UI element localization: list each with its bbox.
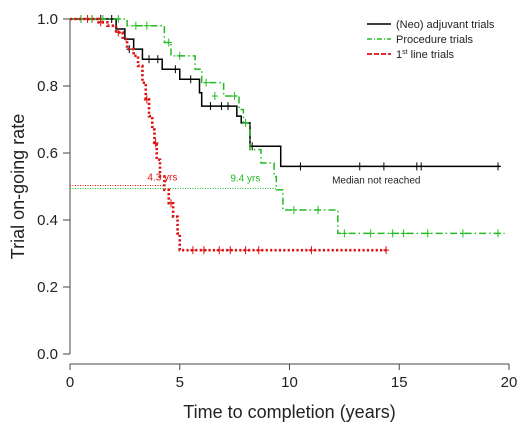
series-line: [70, 19, 388, 250]
annotation-median-not-reached: Median not reached: [332, 175, 420, 186]
y-axis-title: Trial on-going rate: [8, 114, 28, 259]
y-tick-label: 0.2: [37, 279, 58, 296]
y-tick-label: 0.0: [37, 346, 58, 363]
legend-label: (Neo) adjuvant trials: [396, 19, 495, 31]
y-tick-label: 0.4: [37, 212, 58, 229]
annotation-procedure-median: 9.4 yrs: [230, 174, 260, 185]
median-guides: [70, 186, 276, 189]
x-tick-label: 20: [501, 374, 518, 391]
y-tick-label: 0.6: [37, 145, 58, 162]
x-tick-label: 10: [281, 374, 298, 391]
annotations: 4.3 yrs 9.4 yrs Median not reached: [147, 173, 420, 187]
x-tick-label: 0: [66, 374, 74, 391]
x-tick-label: 15: [391, 374, 408, 391]
legend: (Neo) adjuvant trials Procedure trials 1st…: [367, 19, 495, 61]
legend-label-rest: line trials: [408, 49, 455, 61]
x-axis-title: Time to completion (years): [183, 402, 395, 422]
annotation-1st-line-median: 4.3 yrs: [147, 173, 177, 184]
x-tick-label: 5: [176, 374, 184, 391]
y-tick-label: 1.0: [37, 11, 58, 28]
legend-label: 1st line trials: [396, 49, 455, 61]
legend-label: Procedure trials: [396, 34, 474, 46]
y-tick-label: 0.8: [37, 78, 58, 95]
axes: 0.0 0.2 0.4 0.6 0.8 1.0 0 5 10 15 20 Time to comple…: [8, 11, 517, 422]
